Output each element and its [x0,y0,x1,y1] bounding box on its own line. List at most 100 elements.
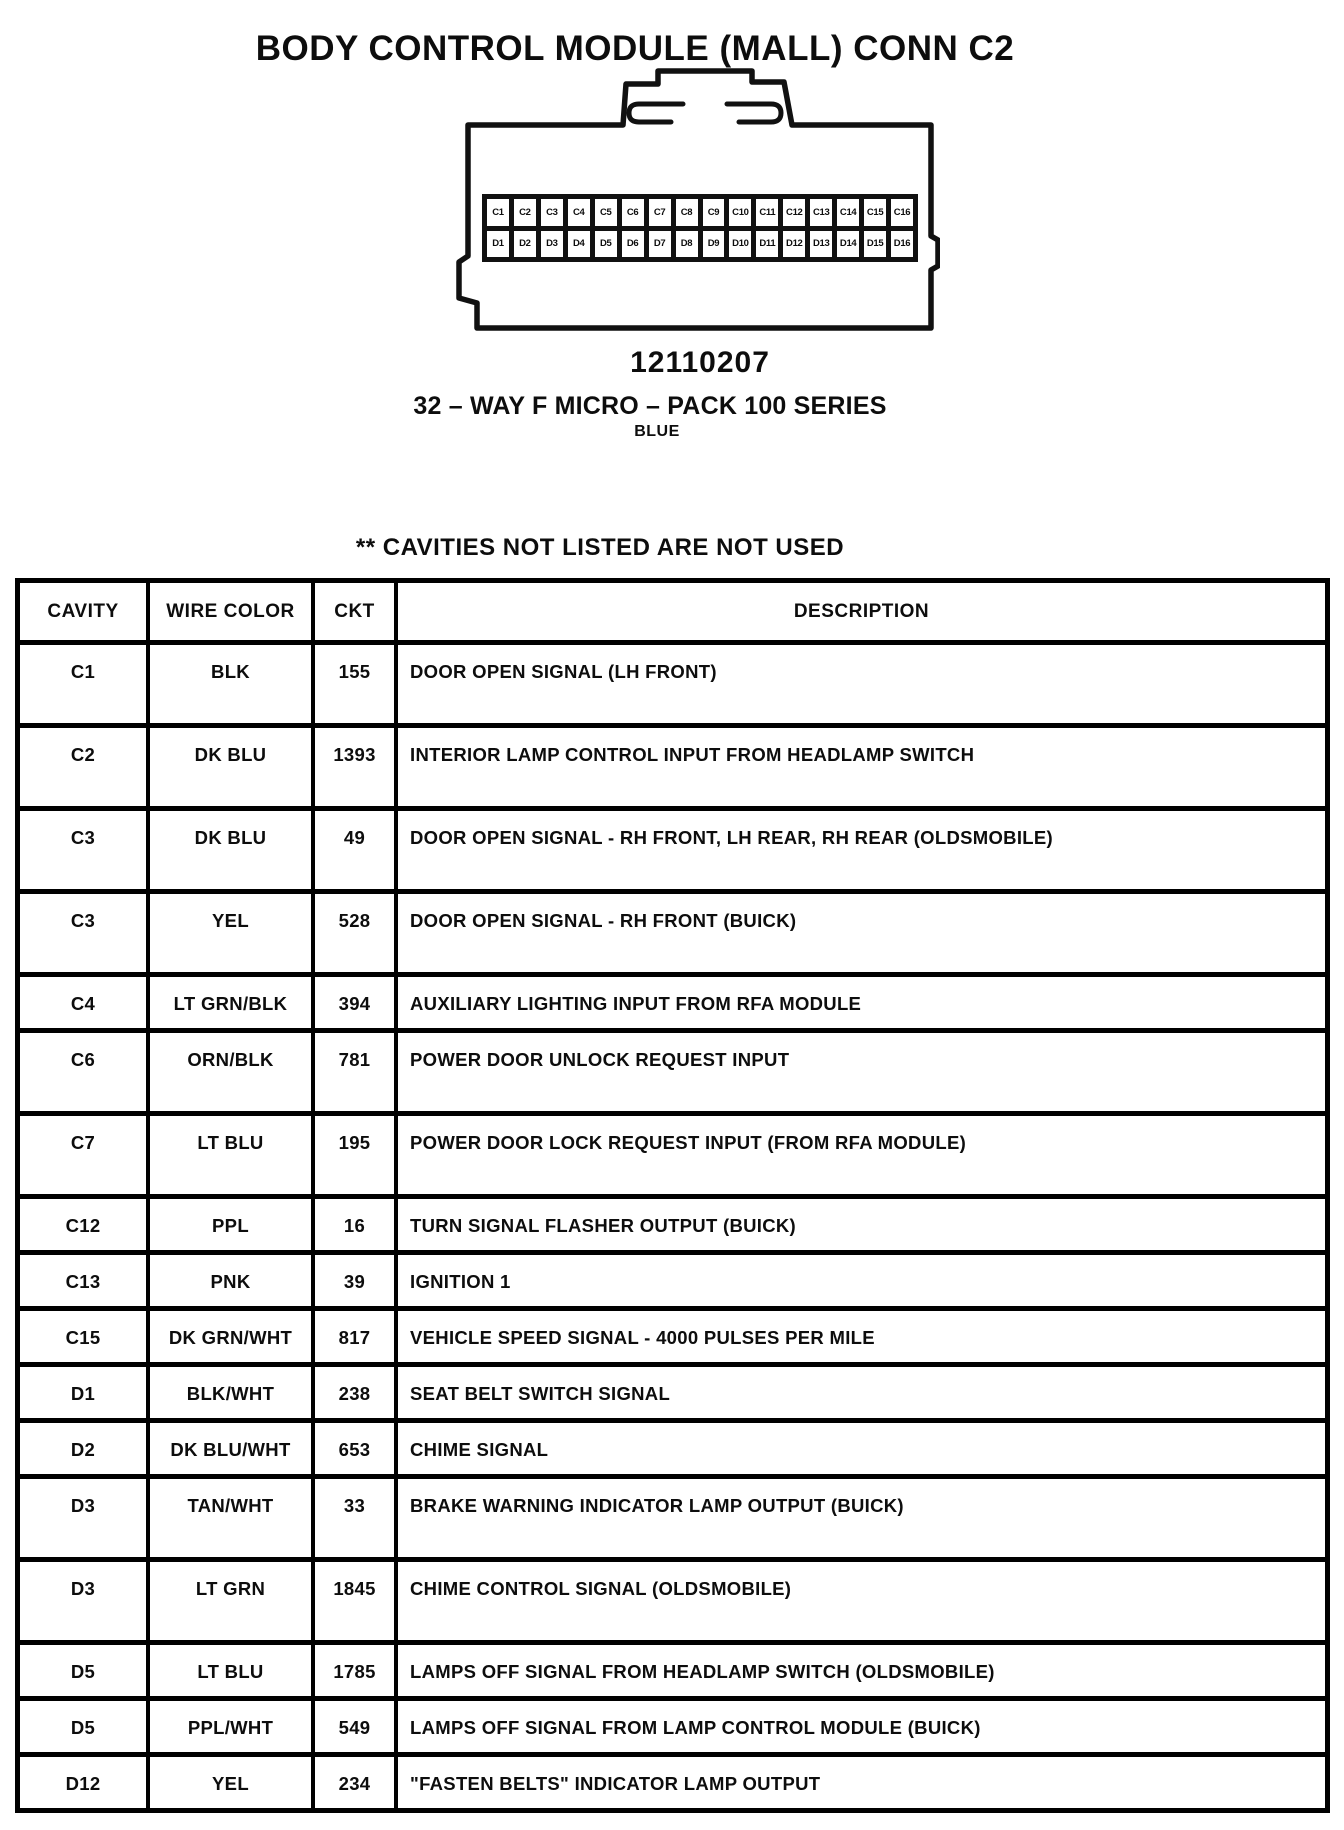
table-row: C7 LT BLU 195 POWER DOOR LOCK REQUEST IN… [20,1111,1325,1194]
cell-description: DOOR OPEN SIGNAL - RH FRONT, LH REAR, RH… [410,827,1053,848]
cell-wire-color: LT BLU [150,1645,315,1696]
header-ckt: CKT [315,583,398,640]
cell-ckt: 16 [315,1199,398,1250]
cell-description: TURN SIGNAL FLASHER OUTPUT (BUICK) [410,1215,797,1236]
cell-description: "FASTEN BELTS" INDICATOR LAMP OUTPUT [410,1773,821,1794]
cell-cavity: D1 [20,1367,150,1418]
pin-c11: C11 [756,199,779,226]
cell-ckt: 238 [315,1367,398,1418]
table-row: D12 YEL 234 "FASTEN BELTS" INDICATOR LAM… [20,1752,1325,1808]
connector-part-number: 12110207 [630,346,770,379]
pin-d9: D9 [702,230,725,257]
cell-cavity: C2 [20,728,150,806]
table-row: C4 LT GRN/BLK 394 AUXILIARY LIGHTING INP… [20,972,1325,1028]
page-title: BODY CONTROL MODULE (MALL) CONN C2 [255,29,1015,69]
table-row: C3 DK BLU 49 DOOR OPEN SIGNAL - RH FRONT… [20,806,1325,889]
cell-ckt: 653 [315,1423,398,1474]
cell-wire-color: ORN/BLK [150,1033,315,1111]
cell-cavity: C3 [20,894,150,972]
pin-c9: C9 [702,199,725,226]
cell-description: VEHICLE SPEED SIGNAL - 4000 PULSES PER M… [410,1327,875,1348]
table-row: D2 DK BLU/WHT 653 CHIME SIGNAL [20,1418,1325,1474]
cell-description: CHIME SIGNAL [410,1439,549,1460]
cell-wire-color: DK BLU/WHT [150,1423,315,1474]
latch-hook-right [724,101,784,125]
table-row: C2 DK BLU 1393 INTERIOR LAMP CONTROL INP… [20,723,1325,806]
pin-d14: D14 [837,230,860,257]
pin-c4: C4 [567,199,590,226]
cell-wire-color: YEL [150,1757,315,1808]
cell-description: AUXILIARY LIGHTING INPUT FROM RFA MODULE [410,993,862,1014]
table-row: C1 BLK 155 DOOR OPEN SIGNAL (LH FRONT) [20,640,1325,723]
cell-wire-color: DK BLU [150,811,315,889]
cell-cavity: D12 [20,1757,150,1808]
cell-wire-color: LT GRN/BLK [150,977,315,1028]
pin-c13: C13 [810,199,833,226]
pin-c5: C5 [594,199,617,226]
cell-cavity: C13 [20,1255,150,1306]
header-wire-color: WIRE COLOR [150,583,315,640]
pin-d3: D3 [540,230,563,257]
cell-description: CHIME CONTROL SIGNAL (OLDSMOBILE) [410,1578,792,1599]
cell-ckt: 234 [315,1757,398,1808]
pinout-table: CAVITY WIRE COLOR CKT DESCRIPTION C1 BLK… [15,578,1330,1813]
pin-d7: D7 [648,230,671,257]
cell-ckt: 155 [315,645,398,723]
cell-cavity: C1 [20,645,150,723]
cell-description: LAMPS OFF SIGNAL FROM LAMP CONTROL MODUL… [410,1717,981,1738]
cell-ckt: 1393 [315,728,398,806]
cell-wire-color: DK GRN/WHT [150,1311,315,1362]
table-header-row: CAVITY WIRE COLOR CKT DESCRIPTION [20,583,1325,640]
table-row: C15 DK GRN/WHT 817 VEHICLE SPEED SIGNAL … [20,1306,1325,1362]
pin-d15: D15 [864,230,887,257]
cell-wire-color: PPL/WHT [150,1701,315,1752]
pin-d2: D2 [513,230,536,257]
cell-wire-color: LT BLU [150,1116,315,1194]
cell-ckt: 781 [315,1033,398,1111]
cell-cavity: D5 [20,1645,150,1696]
cell-description: SEAT BELT SWITCH SIGNAL [410,1383,671,1404]
pin-d11: D11 [756,230,779,257]
header-cavity: CAVITY [20,583,150,640]
cell-description: LAMPS OFF SIGNAL FROM HEADLAMP SWITCH (O… [410,1661,995,1682]
connector-series-label: 32 – WAY F MICRO – PACK 100 SERIES [413,392,887,420]
pin-c15: C15 [864,199,887,226]
cell-ckt: 394 [315,977,398,1028]
pin-c12: C12 [783,199,806,226]
pin-d8: D8 [675,230,698,257]
pin-d6: D6 [621,230,644,257]
cell-cavity: D3 [20,1479,150,1557]
pin-d4: D4 [567,230,590,257]
cell-wire-color: PNK [150,1255,315,1306]
cell-cavity: D2 [20,1423,150,1474]
cell-wire-color: LT GRN [150,1562,315,1640]
cell-ckt: 549 [315,1701,398,1752]
cell-wire-color: TAN/WHT [150,1479,315,1557]
cell-description: DOOR OPEN SIGNAL (LH FRONT) [410,661,717,682]
table-row: C6 ORN/BLK 781 POWER DOOR UNLOCK REQUEST… [20,1028,1325,1111]
cell-description: IGNITION 1 [410,1271,511,1292]
cell-ckt: 528 [315,894,398,972]
cell-cavity: C4 [20,977,150,1028]
pin-c16: C16 [891,199,913,226]
pin-d13: D13 [810,230,833,257]
cell-ckt: 817 [315,1311,398,1362]
cell-wire-color: DK BLU [150,728,315,806]
pin-c3: C3 [540,199,563,226]
cell-description: INTERIOR LAMP CONTROL INPUT FROM HEADLAM… [410,744,975,765]
table-row: C12 PPL 16 TURN SIGNAL FLASHER OUTPUT (B… [20,1194,1325,1250]
cell-wire-color: BLK/WHT [150,1367,315,1418]
table-row: D5 PPL/WHT 549 LAMPS OFF SIGNAL FROM LAM… [20,1696,1325,1752]
cell-wire-color: YEL [150,894,315,972]
cell-description: DOOR OPEN SIGNAL - RH FRONT (BUICK) [410,910,797,931]
cell-ckt: 39 [315,1255,398,1306]
table-row: D3 LT GRN 1845 CHIME CONTROL SIGNAL (OLD… [20,1557,1325,1640]
connector-color-label: BLUE [634,423,680,440]
pin-d16: D16 [891,230,913,257]
pin-d1: D1 [487,230,509,257]
table-row: D1 BLK/WHT 238 SEAT BELT SWITCH SIGNAL [20,1362,1325,1418]
cell-ckt: 195 [315,1116,398,1194]
pin-c10: C10 [729,199,752,226]
latch-hook-left [626,101,686,125]
